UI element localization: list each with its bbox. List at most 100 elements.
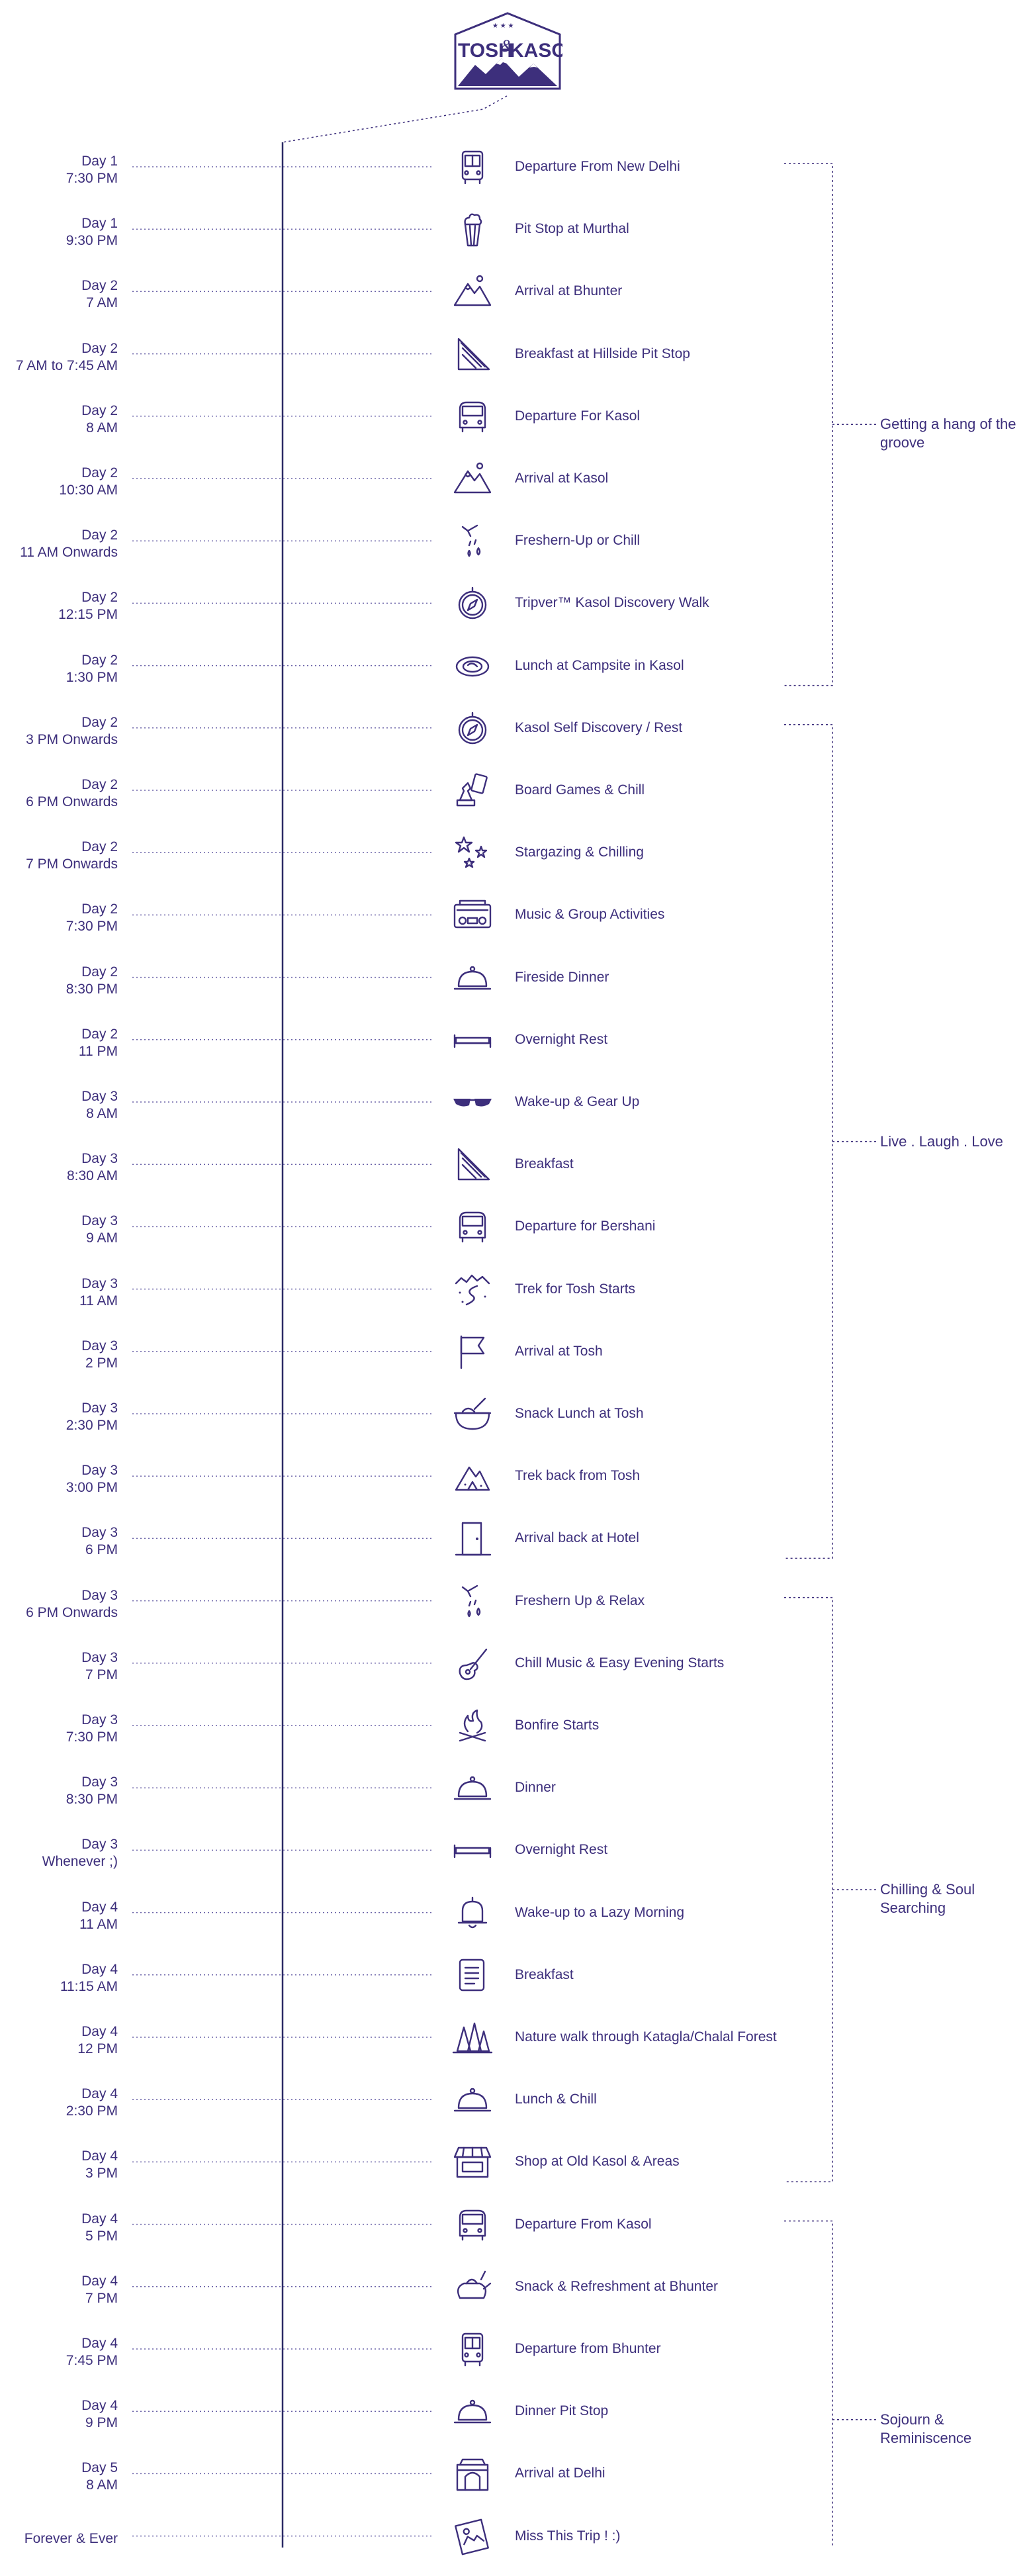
phase-label: Getting a hang of the groove	[880, 416, 1016, 451]
event-label: Stargazing & Chilling	[515, 845, 644, 860]
event-day: Day 2	[81, 340, 118, 356]
event-hour: 9 AM	[86, 1230, 118, 1246]
event-label: Fireside Dinner	[515, 969, 609, 985]
event-label: Nature walk through Katagla/Chalal Fores…	[515, 2029, 777, 2045]
event-hour: 2:30 PM	[66, 2103, 118, 2119]
event-time: Day 3 8:30 PM	[0, 1774, 118, 1808]
event-day: Day 3	[81, 1774, 118, 1790]
event-hour: 7 AM to 7:45 AM	[15, 357, 118, 373]
event-hour: 7 PM	[85, 1667, 118, 1682]
cloche-icon	[453, 966, 492, 989]
logo-text-top: TOSH	[458, 40, 513, 62]
event-time: Day 5 8 AM	[0, 2460, 118, 2494]
event-label: Kasol Self Discovery / Rest	[515, 719, 683, 735]
timeline-row-10: Day 2 3 PM Onwards Kasol Self Discovery …	[0, 712, 1029, 768]
stars-icon	[455, 836, 488, 868]
event-time: Day 4 7:45 PM	[0, 2335, 118, 2369]
event-time: Day 2 11 AM Onwards	[0, 527, 118, 561]
boombox-icon	[453, 900, 492, 929]
van-icon	[459, 2209, 486, 2240]
svg-text:★ ★ ★: ★ ★ ★	[492, 23, 514, 30]
event-time: Day 2 7:30 PM	[0, 901, 118, 935]
event-hour: 10:30 AM	[59, 483, 118, 498]
event-time: Day 1 7:30 PM	[0, 153, 118, 187]
event-hour: 8:30 PM	[66, 981, 118, 997]
event-label: Wake-up to a Lazy Morning	[515, 1904, 685, 1920]
event-time: Day 2 10:30 AM	[0, 465, 118, 499]
board-games-icon	[456, 773, 488, 807]
van-icon	[459, 401, 486, 432]
event-day: Day 3	[81, 1837, 118, 1853]
event-day: Day 3	[81, 1463, 118, 1479]
event-hour: 6 PM Onwards	[26, 1604, 118, 1620]
logo-connector	[282, 95, 508, 143]
timeline-row-32: Day 4 2:30 PM Lunch & Chill	[0, 2086, 1029, 2139]
event-label: Snack Lunch at Tosh	[515, 1406, 644, 1421]
event-hour: 8:30 PM	[66, 1792, 118, 1808]
bus-icon	[461, 150, 484, 185]
event-time: Day 4 5 PM	[0, 2211, 118, 2245]
timeline-row-37: Day 4 9 PM Dinner Pit Stop	[0, 2398, 1029, 2451]
event-label: Dinner Pit Stop	[515, 2403, 609, 2419]
event-day: Day 4	[81, 2336, 118, 2351]
timeline-row-1: Day 1 7:30 PM Departure From New Delhi	[0, 150, 1029, 207]
event-day: Day 5	[81, 2460, 118, 2476]
event-label: Breakfast	[515, 1966, 574, 1982]
timeline-row-39: Forever & Ever Miss This Trip ! :)	[0, 2518, 1029, 2576]
mountain-icon	[453, 462, 492, 494]
guitar-icon	[459, 1648, 488, 1680]
timeline-row-7: Day 2 11 AM Onwards Freshern-Up or Chill	[0, 524, 1029, 580]
event-label: Bonfire Starts	[515, 1718, 600, 1733]
event-hour: 6 PM	[85, 1542, 118, 1558]
photo-icon	[455, 2518, 489, 2555]
plate-icon	[455, 656, 490, 676]
event-day: Day 4	[81, 2024, 118, 2039]
event-hour: 9:30 PM	[66, 233, 118, 249]
event-day: Day 2	[81, 465, 118, 481]
event-hour: 11 AM	[79, 1293, 118, 1309]
event-label: Arrival at Kasol	[515, 471, 609, 486]
event-label: Snack & Refreshment at Bhunter	[515, 2278, 718, 2294]
event-hour: 7:30 PM	[66, 171, 118, 186]
timeline-row-2: Day 1 9:30 PM Pit Stop at Murthal	[0, 213, 1029, 269]
event-time: Day 2 7 AM	[0, 277, 118, 312]
event-hour: 7 PM	[85, 2290, 118, 2306]
event-label: Lunch & Chill	[515, 2092, 597, 2107]
event-day: Day 2	[81, 839, 118, 855]
bed-icon	[453, 1034, 492, 1048]
event-hour: 1:30 PM	[66, 669, 118, 685]
timeline-row-17: Day 3 8:30 AM Breakfast	[0, 1148, 1029, 1204]
event-time: Day 2 7 AM to 7:45 AM	[0, 340, 118, 375]
event-label: Departure From Kasol	[515, 2216, 652, 2232]
event-day: Day 2	[81, 652, 118, 668]
phase-bracket	[784, 163, 833, 686]
timeline-row-25: Day 3 7 PM Chill Music & Easy Evening St…	[0, 1648, 1029, 1703]
bed-icon	[453, 1845, 492, 1859]
event-time: Day 3 7 PM	[0, 1649, 118, 1684]
event-hour: 7:30 PM	[66, 919, 118, 935]
compass-icon	[458, 712, 487, 744]
event-day: Day 3	[81, 1649, 118, 1665]
event-label: Departure from Bhunter	[515, 2341, 661, 2356]
event-day: Day 2	[81, 777, 118, 792]
phase-label: Sojourn & Reminiscence	[880, 2411, 972, 2446]
event-time: Day 4 11:15 AM	[0, 1961, 118, 1996]
event-label: Arrival at Bhunter	[515, 283, 623, 299]
event-time: Day 3 6 PM Onwards	[0, 1587, 118, 1622]
event-label: Arrival at Delhi	[515, 2465, 605, 2481]
event-time: Day 3 2:30 PM	[0, 1400, 118, 1434]
bus-icon	[461, 2332, 484, 2367]
timeline-row-3: Day 2 7 AM Arrival at Bhunter	[0, 275, 1029, 331]
event-time: Day 3 8 AM	[0, 1088, 118, 1123]
event-hour: 8:30 AM	[66, 1168, 118, 1184]
logo-text-mid: &	[500, 36, 514, 56]
event-day: Day 3	[81, 1151, 118, 1167]
event-label: Chill Music & Easy Evening Starts	[515, 1655, 725, 1671]
event-day: Day 3	[81, 1587, 118, 1603]
event-label: Board Games & Chill	[515, 782, 645, 798]
event-hour: 11 AM	[79, 1916, 118, 1932]
timeline-row-33: Day 4 3 PM Shop at Old Kasol & Areas	[0, 2147, 1029, 2201]
timeline-row-13: Day 2 7:30 PM Music & Group Activities	[0, 900, 1029, 954]
event-label: Arrival at Tosh	[515, 1343, 603, 1359]
